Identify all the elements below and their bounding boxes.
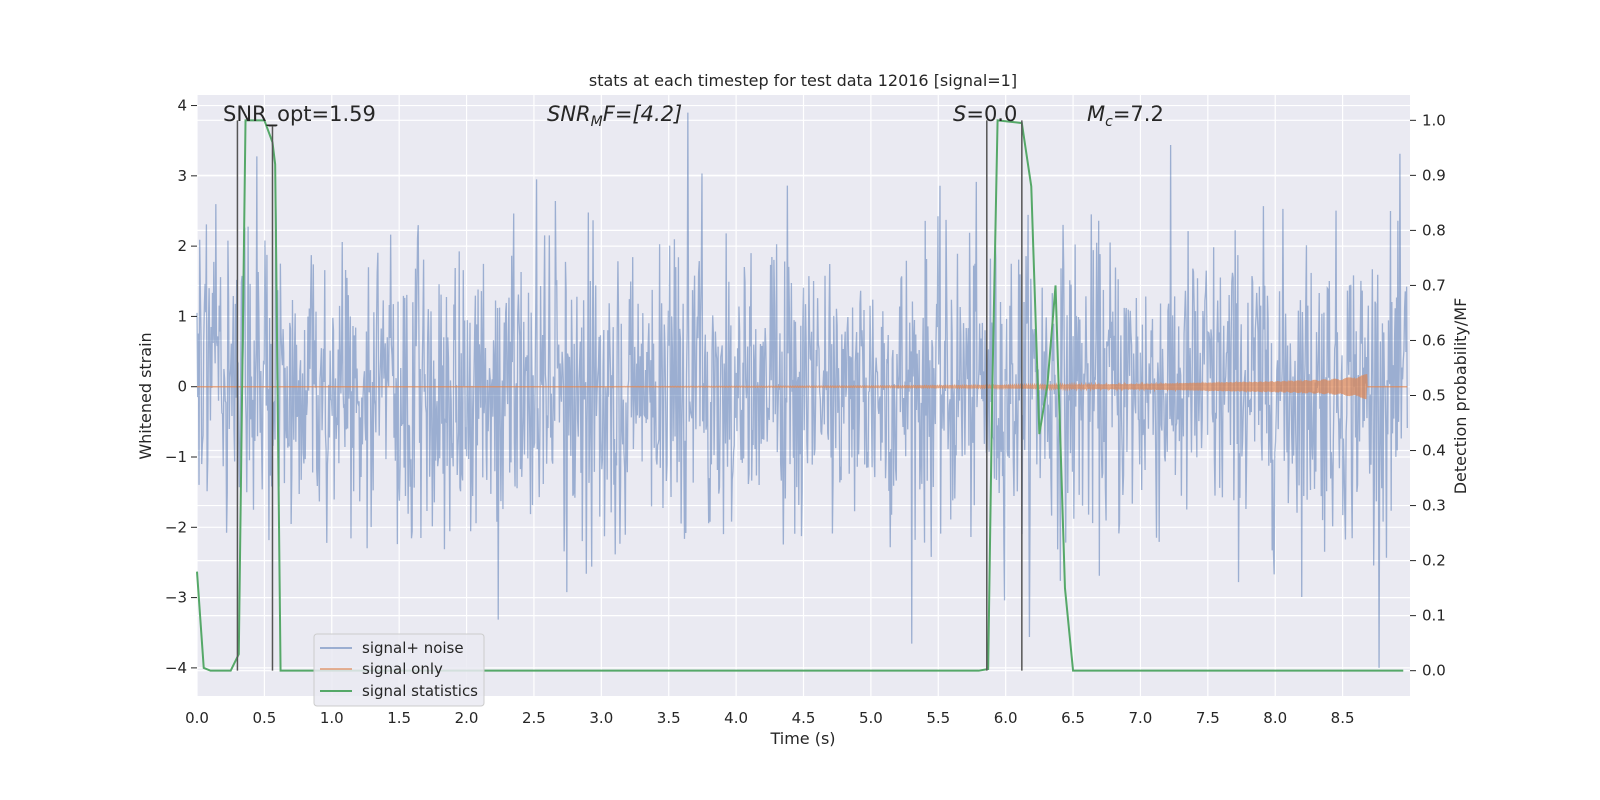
vertical-markers [236, 120, 1023, 671]
y-tick-label: 0 [177, 378, 187, 396]
legend-label-noise: signal+ noise [362, 639, 464, 657]
signal-only-series [197, 374, 1408, 400]
y-tick-label: 4 [177, 97, 187, 115]
x-tick-label: 1.0 [320, 709, 344, 727]
y2-tick-label: 0.9 [1422, 166, 1446, 184]
x-tick-label: 2.0 [455, 709, 479, 727]
legend-label-stats: signal statistics [362, 682, 478, 700]
signal-statistics-series [196, 119, 1404, 672]
y-tick-label: −4 [165, 659, 187, 677]
y2-tick-label: 0.6 [1422, 331, 1446, 349]
x-tick-label: 4.5 [792, 709, 816, 727]
chart-title: stats at each timestep for test data 120… [589, 71, 1017, 90]
y-tick-label: 3 [177, 167, 187, 185]
y2-tick-label: 0.2 [1422, 552, 1446, 570]
y-tick-label: −3 [165, 589, 187, 607]
y2-axis-label: Detection probability/MF [1451, 298, 1470, 495]
y2-tick-label: 0.7 [1422, 276, 1446, 294]
annotation-mc: Mc=7.2 [1087, 102, 1164, 130]
x-tick-label: 2.5 [522, 709, 546, 727]
y-tick-label: −1 [165, 448, 187, 466]
legend-label-signal: signal only [362, 660, 443, 678]
x-ticks: 0.0 0.5 1.0 1.5 2.0 2.5 3.0 3.5 4.0 4.5 5.0 5.5 6.0 6… [185, 709, 1354, 727]
y2-tick-label: 0.1 [1422, 607, 1446, 625]
legend: signal+ noise signal only signal statist… [313, 633, 485, 707]
annotation-snr-opt: SNR_opt=1.59 [223, 102, 376, 127]
x-tick-label: 5.0 [859, 709, 883, 727]
signal-only-line [197, 374, 1408, 400]
noise-line [196, 112, 1408, 668]
noise-series [196, 112, 1408, 668]
y2-ticks: 1.0 0.9 0.8 0.7 0.6 0.5 0.4 0.3 0.2 0.1 0.0 [1410, 111, 1446, 680]
signal-statistics-line [196, 119, 1404, 672]
y2-tick-label: 1.0 [1422, 111, 1446, 129]
x-tick-label: 6.5 [1061, 709, 1085, 727]
y-tick-label: 1 [177, 307, 187, 325]
y2-tick-label: 0.4 [1422, 442, 1446, 460]
x-tick-label: 6.0 [994, 709, 1018, 727]
y2-tick-label: 0.0 [1422, 662, 1446, 680]
y2-tick-label: 0.5 [1422, 387, 1446, 405]
y-axis-label: Whitened strain [136, 332, 155, 459]
y-ticks: 4 3 2 1 0 −1 −2 −3 −4 [165, 97, 197, 677]
x-tick-label: 1.5 [387, 709, 411, 727]
y2-tick-label: 0.3 [1422, 497, 1446, 515]
x-tick-label: 7.0 [1129, 709, 1153, 727]
x-tick-label: 3.0 [589, 709, 613, 727]
legend-box [313, 633, 485, 707]
x-axis-label: Time (s) [769, 729, 835, 748]
x-tick-label: 0.5 [252, 709, 276, 727]
x-tick-label: 8.0 [1263, 709, 1287, 727]
y2-tick-label: 0.8 [1422, 221, 1446, 239]
y-tick-label: 2 [177, 237, 187, 255]
x-tick-label: 5.5 [926, 709, 950, 727]
x-tick-label: 3.5 [657, 709, 681, 727]
x-tick-label: 7.5 [1196, 709, 1220, 727]
annotation-s: S=0.0 [953, 102, 1017, 126]
x-tick-label: 4.0 [724, 709, 748, 727]
x-tick-label: 8.5 [1331, 709, 1355, 727]
y-tick-label: −2 [165, 518, 187, 536]
x-tick-label: 0.0 [185, 709, 209, 727]
annotation-snr-mf: SNRMF=[4.2] [547, 102, 682, 130]
